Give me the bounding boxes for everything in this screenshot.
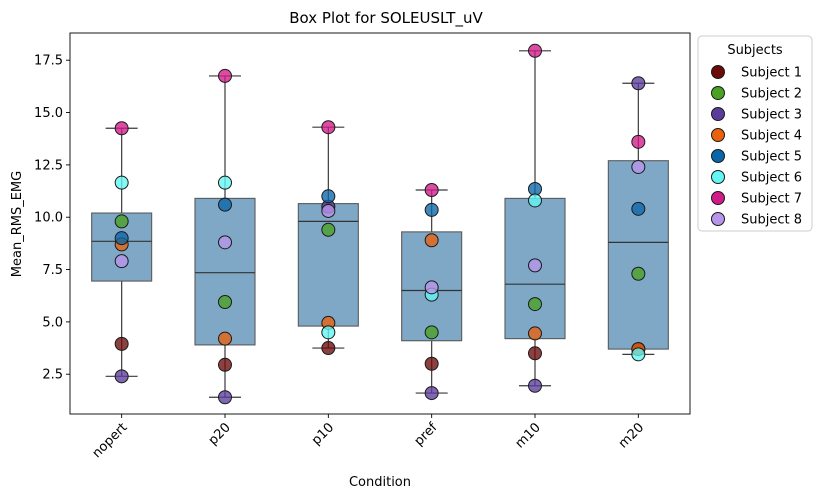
point-subject-8	[528, 258, 542, 273]
y-tick-label: 2.5	[42, 368, 63, 383]
legend-title: Subjects	[727, 43, 783, 58]
point-subject-7	[114, 121, 129, 136]
y-tick-label: 5.0	[42, 315, 63, 330]
point-subject-6	[528, 193, 542, 208]
point-subject-7	[424, 183, 439, 198]
x-tick-label: pref	[412, 420, 441, 449]
point-subject-8	[321, 203, 336, 218]
point-subject-7	[321, 120, 336, 135]
legend-label: Subject 3	[741, 108, 802, 123]
legend-marker-subject-5	[711, 149, 725, 163]
point-subject-1	[424, 356, 439, 371]
legend-label: Subject 8	[741, 213, 802, 228]
x-tick-label: p20	[206, 420, 234, 448]
chart-title: Box Plot for SOLEUSLT_uV	[289, 9, 483, 28]
point-subject-3	[528, 378, 542, 393]
point-subject-1	[114, 336, 129, 351]
point-subject-2	[528, 297, 542, 312]
point-subject-7	[631, 134, 646, 149]
point-subject-6	[631, 347, 646, 362]
legend-marker-subject-2	[711, 86, 725, 100]
point-subject-8	[631, 159, 646, 174]
legend-marker-subject-7	[711, 191, 725, 205]
point-subject-1	[528, 346, 542, 361]
point-subject-5	[631, 201, 646, 216]
point-subject-4	[528, 326, 542, 341]
legend-label: Subject 1	[741, 66, 802, 81]
x-axis-label: Condition	[349, 475, 411, 490]
y-tick-label: 15.0	[34, 106, 63, 121]
point-subject-8	[218, 235, 232, 250]
legend-marker-subject-8	[711, 212, 725, 226]
y-tick-label: 10.0	[34, 211, 63, 226]
point-subject-4	[424, 233, 439, 248]
y-tick-label: 17.5	[34, 54, 63, 69]
y-axis-label: Mean_RMS_EMG	[10, 171, 25, 277]
point-subject-3	[218, 390, 232, 405]
point-subject-2	[114, 214, 129, 229]
legend-label: Subject 7	[741, 192, 802, 207]
point-subject-3	[631, 76, 646, 91]
point-subject-7	[528, 43, 542, 58]
legend-label: Subject 5	[741, 150, 802, 165]
point-subject-5	[424, 202, 439, 217]
point-subject-8	[114, 254, 129, 269]
legend-box	[697, 35, 813, 232]
point-subject-2	[321, 222, 336, 237]
legend-label: Subject 4	[741, 129, 802, 144]
point-subject-3	[114, 369, 129, 384]
legend-marker-subject-4	[711, 128, 725, 142]
box-m20	[607, 160, 669, 350]
point-subject-5	[218, 197, 232, 212]
plot-frame	[69, 32, 691, 415]
legend-label: Subject 6	[741, 171, 802, 186]
x-axis: nopert p20 p10 pref m10 m20	[90, 414, 647, 461]
legend-marker-subject-6	[711, 170, 725, 184]
point-subject-8	[424, 280, 439, 295]
y-tick-label: 12.5	[34, 158, 63, 173]
x-tick-label: p10	[309, 420, 337, 448]
legend-label: Subject 2	[741, 87, 802, 102]
point-subject-7	[218, 68, 232, 83]
point-subject-1	[321, 341, 336, 356]
point-subject-5	[114, 231, 129, 246]
point-subject-5	[321, 189, 336, 204]
box-layer	[91, 50, 669, 398]
point-subject-6	[218, 175, 232, 190]
point-subject-2	[424, 325, 439, 340]
point-subject-2	[631, 266, 646, 281]
legend-entries: Subject 1 Subject 2 Subject 3 Subject 4 Subj…	[711, 65, 802, 228]
x-tick-label: m10	[513, 420, 544, 451]
legend-marker-subject-3	[711, 107, 725, 121]
point-subject-3	[424, 386, 439, 401]
x-tick-label: nopert	[90, 420, 131, 461]
point-subject-6	[114, 175, 129, 190]
y-tick-label: 7.5	[42, 263, 63, 278]
y-axis: 2.5 5.0 7.5 10.0 12.5 15.0 17.5	[34, 54, 70, 383]
box-p20	[194, 197, 256, 346]
point-subject-2	[218, 295, 232, 310]
point-subject-4	[218, 331, 232, 346]
point-subject-6	[321, 325, 336, 340]
point-subject-1	[218, 357, 232, 372]
legend-marker-subject-1	[711, 65, 725, 79]
points-layer	[114, 43, 646, 405]
x-tick-label: m20	[616, 420, 647, 451]
